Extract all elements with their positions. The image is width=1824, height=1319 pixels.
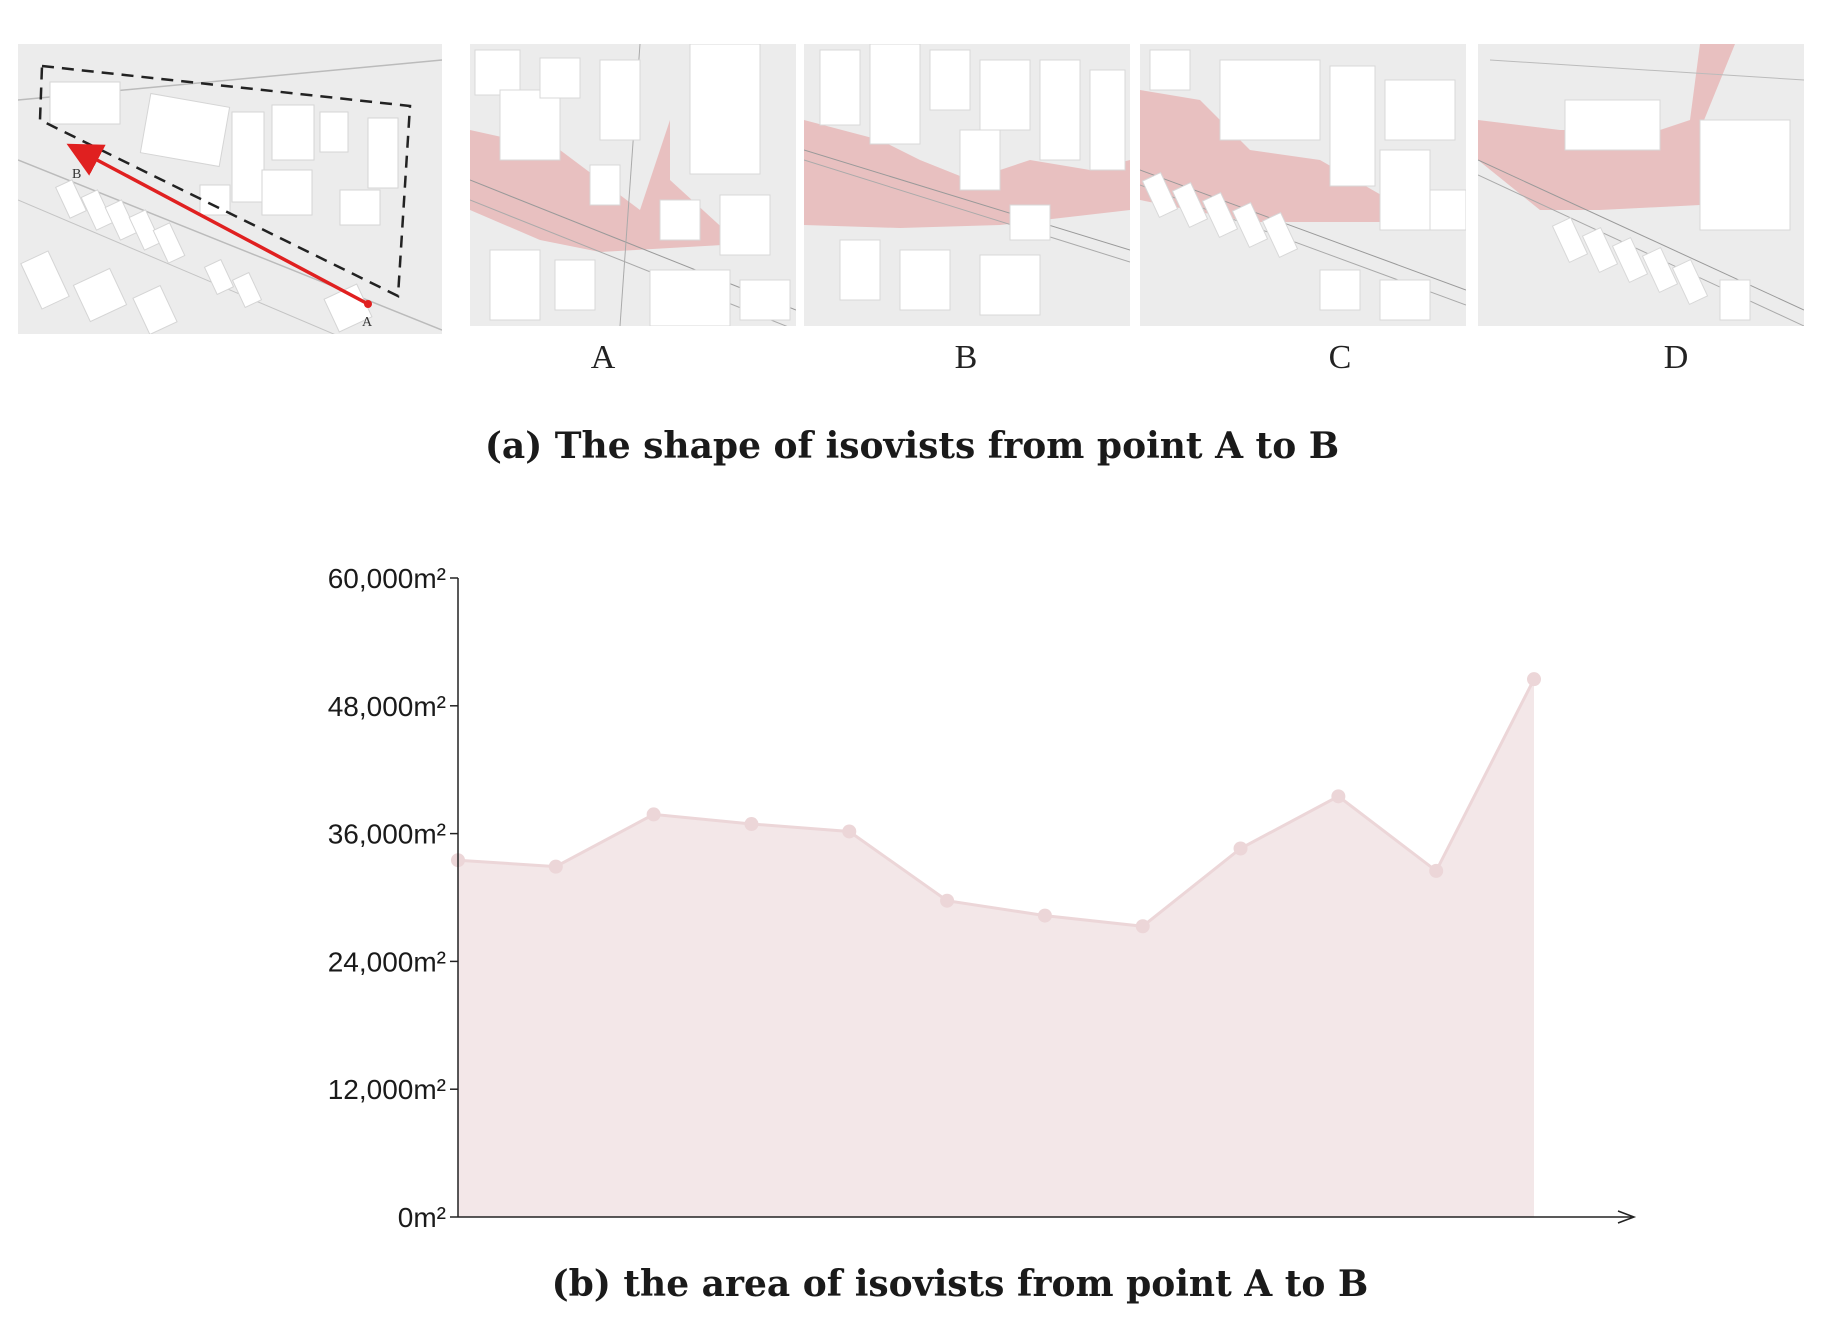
data-point-2 [548, 859, 563, 874]
isovist-panel-a [470, 44, 796, 326]
y-tick-label-4: 48,000m² [328, 691, 446, 722]
data-point-3 [646, 807, 661, 822]
isovist-shape-figure: B A [0, 0, 1824, 480]
data-point-12 [1527, 672, 1541, 687]
panel-label-b: B [955, 339, 978, 376]
path-arrow [66, 143, 369, 306]
overview-map-panel: B A [18, 44, 442, 334]
y-tick-label-0: 0m² [398, 1202, 446, 1233]
data-point-6 [940, 893, 955, 908]
caption-a: (a) The shape of isovists from point A t… [485, 425, 1339, 467]
panel-label-a: A [591, 339, 616, 376]
data-point-8 [1135, 919, 1150, 934]
isovist-panel-d [1478, 44, 1804, 326]
data-point-9 [1233, 841, 1248, 856]
path-start-label: A [362, 315, 373, 330]
panel-label-c: C [1329, 339, 1352, 376]
isovist-panel-b [804, 44, 1130, 326]
panel-label-d: D [1664, 339, 1689, 376]
isovist-area-chart: 0m² 12,000m² 24,000m² 36,000m² 48,000m² 60,00… [0, 520, 1824, 1319]
isovist-panel-c [1140, 44, 1466, 326]
caption-b: (b) the area of isovists from point A to… [552, 1263, 1369, 1305]
data-point-7 [1037, 908, 1052, 923]
series-line [457, 678, 1536, 928]
y-tick-label-5: 60,000m² [328, 563, 446, 594]
y-tick-label-2: 24,000m² [328, 946, 446, 977]
x-axis-arrow [1617, 1210, 1637, 1224]
y-ticks: 0m² 12,000m² 24,000m² 36,000m² 48,000m² 60,00… [328, 563, 458, 1233]
path-end-label: B [72, 167, 81, 182]
data-point-5 [842, 824, 857, 839]
isovist-panels-svg: B A [18, 44, 1804, 467]
area-chart-svg: 0m² 12,000m² 24,000m² 36,000m² 48,000m² 60,00… [328, 563, 1637, 1305]
data-point-10 [1331, 789, 1346, 804]
y-tick-label-1: 12,000m² [328, 1074, 446, 1105]
area-fill [458, 679, 1534, 1217]
data-point-11 [1429, 863, 1444, 878]
data-points [451, 672, 1541, 934]
y-tick-label-3: 36,000m² [328, 819, 446, 850]
data-point-4 [744, 817, 759, 832]
